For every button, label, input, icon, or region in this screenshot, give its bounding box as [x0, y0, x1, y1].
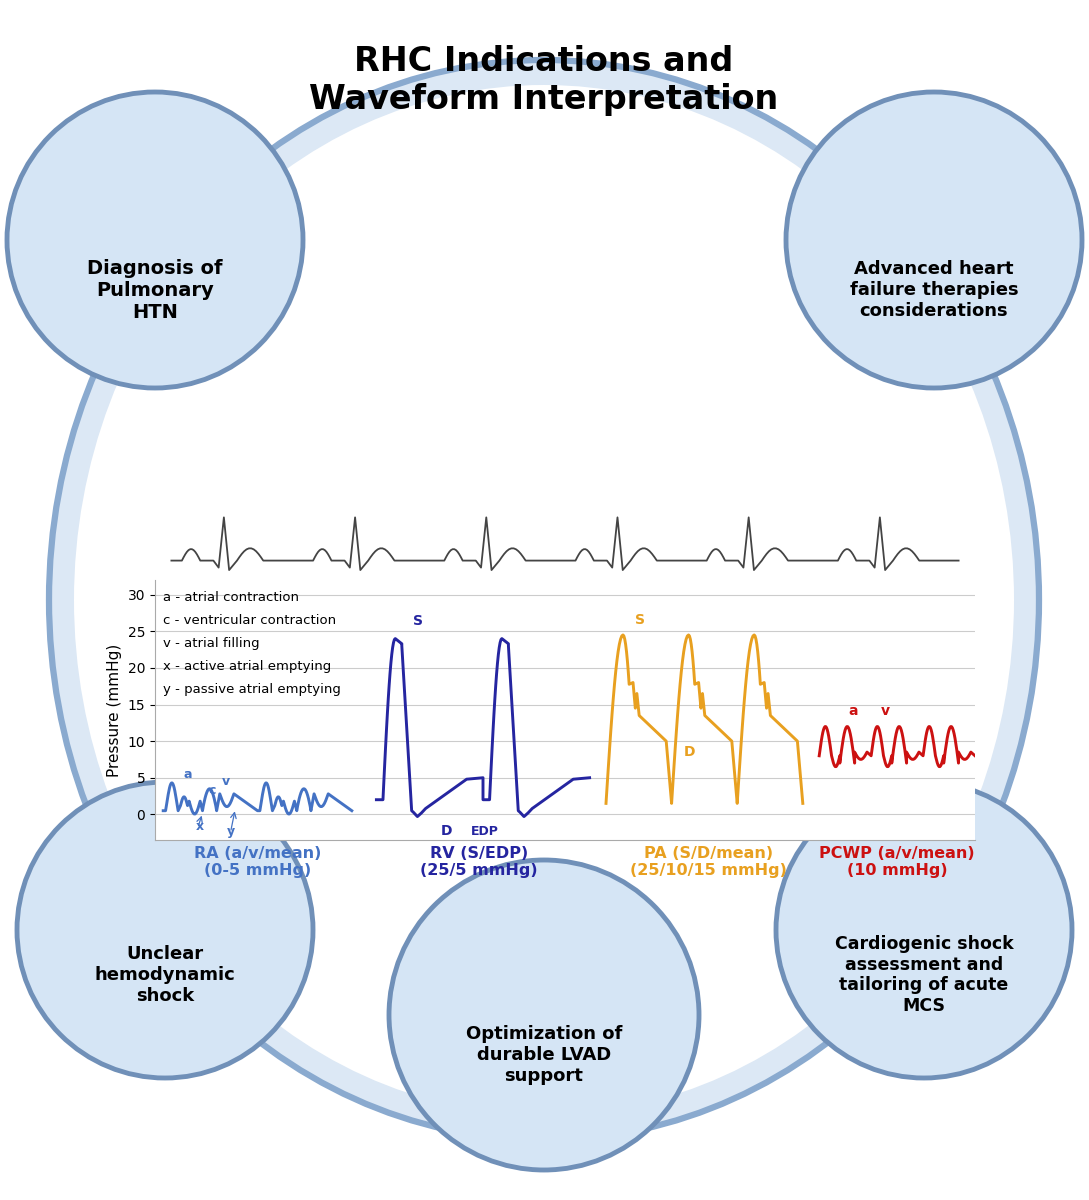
Text: D: D: [440, 824, 452, 838]
Text: a: a: [184, 768, 192, 781]
Circle shape: [395, 866, 693, 1164]
Circle shape: [17, 782, 313, 1078]
Text: RHC Indications and
Waveform Interpretation: RHC Indications and Waveform Interpretat…: [309, 44, 779, 116]
Text: Cardiogenic shock
assessment and
tailoring of acute
MCS: Cardiogenic shock assessment and tailori…: [834, 935, 1013, 1015]
Text: v: v: [881, 704, 890, 719]
Circle shape: [13, 98, 297, 382]
Circle shape: [389, 860, 699, 1170]
Circle shape: [23, 788, 307, 1072]
Text: PCWP (a/v/mean)
(10 mmHg): PCWP (a/v/mean) (10 mmHg): [819, 846, 975, 878]
Text: y: y: [228, 824, 235, 838]
Ellipse shape: [49, 60, 1039, 1140]
Y-axis label: Pressure (mmHg): Pressure (mmHg): [107, 643, 122, 776]
Circle shape: [782, 788, 1066, 1072]
Circle shape: [776, 782, 1072, 1078]
Text: Optimization of
durable LVAD
support: Optimization of durable LVAD support: [466, 1025, 622, 1085]
Text: Unclear
hemodynamic
shock: Unclear hemodynamic shock: [95, 946, 235, 1004]
Circle shape: [7, 92, 303, 388]
Text: S: S: [635, 613, 645, 626]
Text: PA (S/D/mean)
(25/10/15 mmHg): PA (S/D/mean) (25/10/15 mmHg): [631, 846, 787, 878]
Text: x: x: [196, 821, 204, 834]
Ellipse shape: [74, 85, 1014, 1115]
Text: a - atrial contraction
c - ventricular contraction
v - atrial filling
x - active: a - atrial contraction c - ventricular c…: [163, 590, 341, 696]
Text: RA (a/v/mean)
(0-5 mmHg): RA (a/v/mean) (0-5 mmHg): [194, 846, 321, 878]
Text: Advanced heart
failure therapies
considerations: Advanced heart failure therapies conside…: [849, 260, 1018, 319]
Text: v: v: [222, 775, 231, 788]
Circle shape: [786, 92, 1082, 388]
Circle shape: [792, 98, 1076, 382]
Text: D: D: [684, 745, 696, 758]
Text: EDP: EDP: [470, 824, 499, 838]
Text: a: a: [848, 704, 857, 719]
Text: c: c: [208, 784, 216, 797]
Text: S: S: [414, 614, 424, 629]
Text: RV (S/EDP)
(25/5 mmHg): RV (S/EDP) (25/5 mmHg): [420, 846, 538, 878]
Text: Diagnosis of
Pulmonary
HTN: Diagnosis of Pulmonary HTN: [87, 258, 223, 322]
